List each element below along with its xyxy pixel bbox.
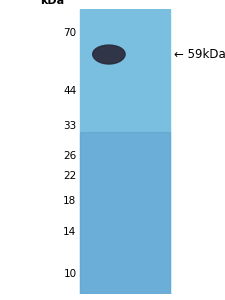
Text: 33: 33 bbox=[63, 121, 76, 131]
Text: kDa: kDa bbox=[40, 0, 65, 6]
Text: 18: 18 bbox=[63, 196, 76, 206]
Text: 70: 70 bbox=[63, 28, 76, 38]
Text: 10: 10 bbox=[63, 269, 76, 279]
Text: ← 59kDa: ← 59kDa bbox=[174, 48, 225, 61]
Text: 22: 22 bbox=[63, 171, 76, 181]
Text: 44: 44 bbox=[63, 85, 76, 95]
Text: 26: 26 bbox=[63, 151, 76, 160]
Text: 14: 14 bbox=[63, 227, 76, 237]
Ellipse shape bbox=[93, 45, 125, 64]
Bar bbox=[80, 132, 170, 294]
Bar bbox=[80, 9, 170, 294]
